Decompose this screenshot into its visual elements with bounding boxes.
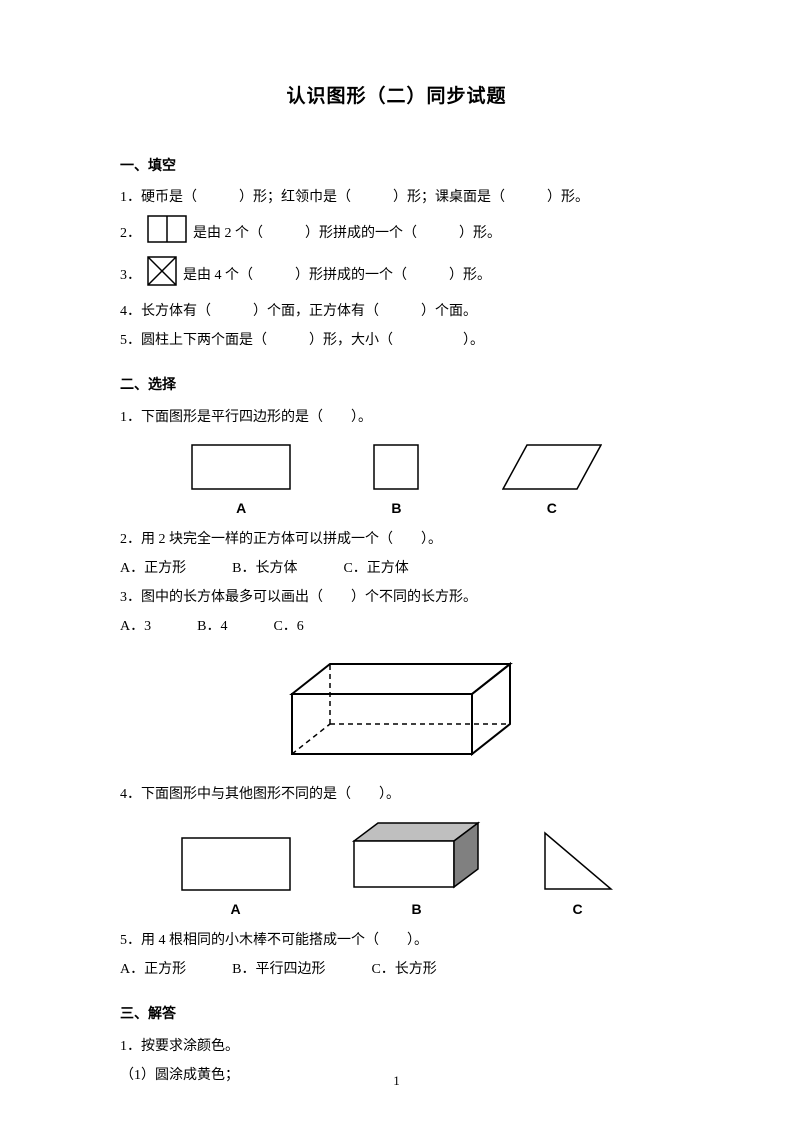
q2-2-opts: A．正方形 B．长方体 C．正方体: [120, 556, 673, 581]
opt-b: B．4: [197, 614, 227, 639]
q1-5: 5．圆柱上下两个面是（ ）形，大小（ ）。: [120, 328, 673, 353]
q2-2: 2．用 2 块完全一样的正方体可以拼成一个（ ）。: [120, 527, 673, 552]
label-a: A: [236, 496, 246, 521]
q2-4-text: 4．下面图形中与其他图形不同的是（ ）。: [120, 782, 400, 807]
q2-3: 3．图中的长方体最多可以画出（ ）个不同的长方形。: [120, 585, 673, 610]
section1-header: 一、填空: [120, 154, 673, 179]
triangle-icon: [543, 831, 613, 891]
square-icon: [373, 444, 419, 490]
opt-c: C．长方形: [371, 957, 436, 982]
shape-square: B: [373, 444, 419, 521]
opt-c: C．6: [273, 614, 303, 639]
q3-1-text: 1．按要求涂颜色。: [120, 1034, 239, 1059]
cuboid-small-icon: [352, 821, 482, 891]
rectangle-icon: [191, 444, 291, 490]
parallelogram-icon: [502, 444, 602, 490]
q1-1-text: 1．硬币是（ ）形；红领巾是（ ）形；课桌面是（ ）形。: [120, 185, 589, 210]
q2-5-text: 5．用 4 根相同的小木棒不可能搭成一个（ ）。: [120, 928, 428, 953]
q1-2-suffix: 是由 2 个（ ）形拼成的一个（ ）形。: [193, 221, 501, 246]
cuboid-icon: [272, 654, 522, 764]
x-square-icon: [147, 256, 177, 295]
label-a: A: [230, 897, 240, 922]
page-title: 认识图形（二）同步试题: [120, 80, 673, 114]
q1-3-suffix: 是由 4 个（ ）形拼成的一个（ ）形。: [183, 263, 491, 288]
q1-2-prefix: 2．: [120, 221, 141, 246]
q1-4-text: 4．长方体有（ ）个面，正方体有（ ）个面。: [120, 299, 477, 324]
label-b: B: [411, 897, 421, 922]
opt-a: A．正方形: [120, 556, 186, 581]
q1-4: 4．长方体有（ ）个面，正方体有（ ）个面。: [120, 299, 673, 324]
section3-header: 三、解答: [120, 1002, 673, 1027]
opt-c: C．正方体: [343, 556, 408, 581]
section2-header: 二、选择: [120, 373, 673, 398]
q1-3: 3． 是由 4 个（ ）形拼成的一个（ ）形。: [120, 256, 673, 295]
q2-3-text: 3．图中的长方体最多可以画出（ ）个不同的长方形。: [120, 585, 477, 610]
label-b: B: [391, 496, 401, 521]
q1-2: 2． 是由 2 个（ ）形拼成的一个（ ）形。: [120, 215, 673, 252]
q2-5: 5．用 4 根相同的小木棒不可能搭成一个（ ）。: [120, 928, 673, 953]
shape-cuboid-small: B: [352, 821, 482, 922]
label-c: C: [572, 897, 582, 922]
q2-4: 4．下面图形中与其他图形不同的是（ ）。: [120, 782, 673, 807]
shape-parallelogram: C: [502, 444, 602, 521]
q2-1-shapes: A B C: [150, 444, 643, 521]
q2-2-text: 2．用 2 块完全一样的正方体可以拼成一个（ ）。: [120, 527, 442, 552]
q2-3-opts: A．3 B．4 C．6: [120, 614, 673, 639]
opt-b: B．长方体: [232, 556, 297, 581]
shape-rect2: A: [181, 837, 291, 922]
q2-1: 1．下面图形是平行四边形的是（ ）。: [120, 405, 673, 430]
label-c: C: [547, 496, 557, 521]
q2-4-shapes: A B C: [150, 821, 643, 922]
q1-1: 1．硬币是（ ）形；红领巾是（ ）形；课桌面是（ ）形。: [120, 185, 673, 210]
shape-rect: A: [191, 444, 291, 521]
rectangle-icon: [181, 837, 291, 891]
q2-1-text: 1．下面图形是平行四边形的是（ ）。: [120, 405, 372, 430]
q1-3-prefix: 3．: [120, 263, 141, 288]
q1-5-text: 5．圆柱上下两个面是（ ）形，大小（ ）。: [120, 328, 484, 353]
cuboid-figure: [120, 654, 673, 764]
q3-1: 1．按要求涂颜色。: [120, 1034, 673, 1059]
q2-5-opts: A．正方形 B．平行四边形 C．长方形: [120, 957, 673, 982]
page-number: 1: [0, 1069, 793, 1092]
two-square-icon: [147, 215, 187, 252]
opt-b: B．平行四边形: [232, 957, 325, 982]
opt-a: A．正方形: [120, 957, 186, 982]
shape-triangle: C: [543, 831, 613, 922]
opt-a: A．3: [120, 614, 151, 639]
